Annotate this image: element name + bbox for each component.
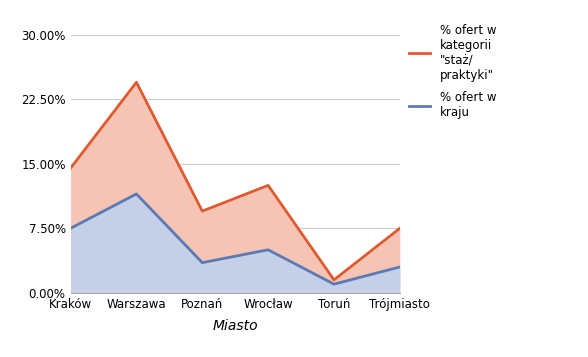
% ofert w
kategorii
"staż/
praktyki" — [265, 183, 272, 187]
% ofert w
kraju — [67, 226, 74, 231]
Line: % ofert w
kraju: % ofert w kraju — [71, 194, 400, 284]
% ofert w
kraju — [396, 265, 403, 269]
% ofert w
kategorii
"staż/
praktyki" — [67, 166, 74, 170]
% ofert w
kraju — [133, 192, 140, 196]
% ofert w
kategorii
"staż/
praktyki" — [396, 226, 403, 231]
% ofert w
kategorii
"staż/
praktyki" — [133, 80, 140, 84]
% ofert w
kraju — [330, 282, 338, 286]
X-axis label: Miasto: Miasto — [212, 319, 258, 333]
Legend: % ofert w
kategorii
"staż/
praktyki", % ofert w
kraju: % ofert w kategorii "staż/ praktyki", % … — [409, 24, 496, 119]
% ofert w
kategorii
"staż/
praktyki" — [330, 278, 338, 282]
% ofert w
kraju — [199, 261, 206, 265]
% ofert w
kraju — [265, 248, 272, 252]
Line: % ofert w
kategorii
"staż/
praktyki": % ofert w kategorii "staż/ praktyki" — [71, 82, 400, 280]
% ofert w
kategorii
"staż/
praktyki" — [199, 209, 206, 213]
